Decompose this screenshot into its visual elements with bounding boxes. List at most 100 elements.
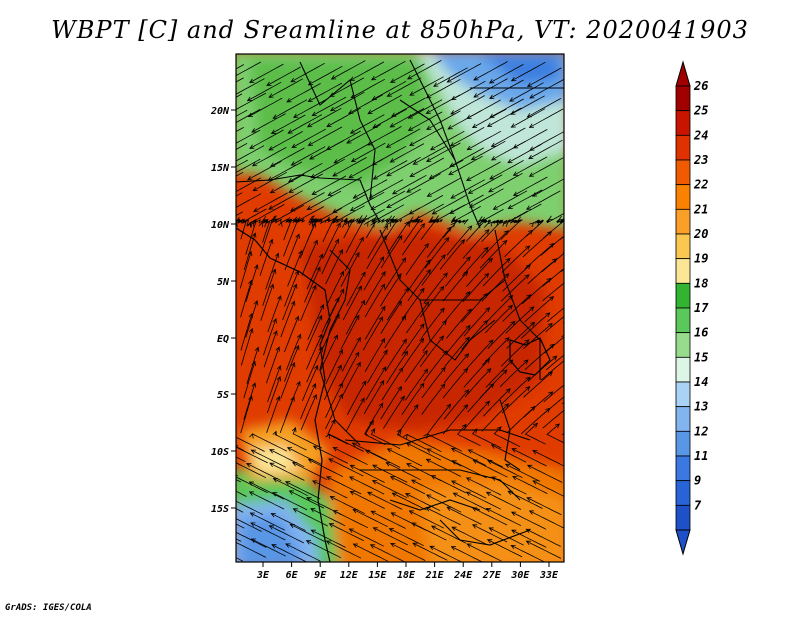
streamline-arrow xyxy=(511,529,517,535)
streamline-arrow xyxy=(332,447,338,452)
streamline xyxy=(236,142,248,150)
streamline-arrow xyxy=(325,433,330,439)
lat-tick-label: 5N xyxy=(217,277,230,288)
streamline xyxy=(350,191,385,212)
streamline-arrow xyxy=(307,97,313,103)
streamline-arrow xyxy=(286,97,292,103)
streamline xyxy=(473,459,508,478)
streamline-arrow xyxy=(532,480,538,485)
streamline xyxy=(243,361,256,399)
streamline xyxy=(486,508,522,526)
streamline xyxy=(421,254,446,286)
streamline-arrow xyxy=(397,385,403,392)
streamline xyxy=(281,218,293,241)
streamline-arrow xyxy=(420,222,426,229)
streamline-arrow xyxy=(463,404,469,410)
streamline-arrow xyxy=(486,539,493,544)
streamline-arrow xyxy=(440,383,446,389)
streamline-arrow xyxy=(483,319,489,325)
colorbar-segment xyxy=(675,430,691,457)
streamline xyxy=(290,524,325,542)
streamline xyxy=(240,328,253,366)
streamline-arrow xyxy=(566,356,570,360)
streamline xyxy=(419,335,444,368)
colorbar-label: 25 xyxy=(693,104,708,118)
streamline-arrow xyxy=(268,525,274,530)
streamline xyxy=(236,456,246,463)
streamline-arrow xyxy=(379,256,385,262)
streamline-arrow xyxy=(348,528,354,533)
lon-tick-label: 3E xyxy=(256,570,270,581)
streamline xyxy=(505,463,541,482)
streamline xyxy=(408,99,443,119)
streamline xyxy=(421,383,446,415)
streamline-arrow xyxy=(227,174,232,178)
streamline-arrow xyxy=(290,161,296,166)
streamline xyxy=(351,78,385,99)
streamline-arrow xyxy=(372,175,379,180)
streamline xyxy=(371,190,406,210)
streamline xyxy=(236,129,261,144)
streamline-arrow xyxy=(310,529,316,535)
streamline-arrow xyxy=(507,204,513,209)
streamline xyxy=(500,359,529,387)
streamline-arrow xyxy=(566,231,570,235)
streamline xyxy=(442,404,468,435)
streamline xyxy=(239,251,252,289)
streamline-arrow xyxy=(391,112,397,117)
streamline-arrow xyxy=(325,540,332,545)
streamline xyxy=(477,209,504,223)
colorbar-segment xyxy=(675,381,691,408)
streamline-arrow xyxy=(378,402,384,408)
streamline-arrow xyxy=(452,216,458,221)
streamline xyxy=(310,217,328,225)
streamline-arrow xyxy=(352,194,358,199)
streamline-arrow xyxy=(355,251,360,258)
streamline xyxy=(269,449,305,468)
streamline-arrow xyxy=(306,122,313,128)
streamline xyxy=(371,60,406,81)
streamline-arrow xyxy=(428,217,435,222)
streamline-arrow xyxy=(288,177,294,183)
lat-tick-label: 15N xyxy=(211,163,230,174)
streamline-arrow xyxy=(274,252,280,258)
streamline xyxy=(263,318,277,356)
streamline-arrow xyxy=(311,382,317,389)
streamline xyxy=(386,351,408,384)
streamline xyxy=(442,271,468,302)
streamline-arrow xyxy=(352,509,358,514)
streamline xyxy=(493,190,528,210)
streamline-arrow xyxy=(333,159,339,164)
streamline-arrow xyxy=(526,205,532,210)
streamline xyxy=(524,296,554,323)
streamline-arrow xyxy=(523,359,529,365)
streamline xyxy=(332,218,348,228)
colorbar-label: 7 xyxy=(694,498,702,512)
streamline-arrow xyxy=(389,122,395,128)
streamline xyxy=(472,524,508,543)
streamline xyxy=(333,447,368,466)
streamline xyxy=(432,195,467,215)
streamline-arrow xyxy=(402,338,407,344)
streamline-arrow xyxy=(426,268,431,275)
streamline-arrow xyxy=(338,248,344,255)
streamline-arrow xyxy=(212,479,217,483)
streamline xyxy=(362,316,384,351)
streamline-arrow xyxy=(400,395,405,401)
streamline xyxy=(481,403,509,432)
streamline xyxy=(332,157,367,177)
streamline-arrow xyxy=(306,497,312,502)
streamline xyxy=(251,113,286,133)
colorbar-label: 26 xyxy=(693,79,708,93)
streamline xyxy=(480,219,492,228)
streamline-arrow xyxy=(272,114,278,119)
streamline-arrow xyxy=(381,271,386,277)
streamline-arrow xyxy=(270,129,277,134)
streamline xyxy=(268,190,303,210)
streamline xyxy=(240,313,253,351)
streamline-arrow xyxy=(310,508,316,513)
streamline xyxy=(489,160,524,180)
streamline-arrow xyxy=(249,512,255,517)
streamline-arrow xyxy=(491,476,497,481)
streamline xyxy=(288,173,323,193)
